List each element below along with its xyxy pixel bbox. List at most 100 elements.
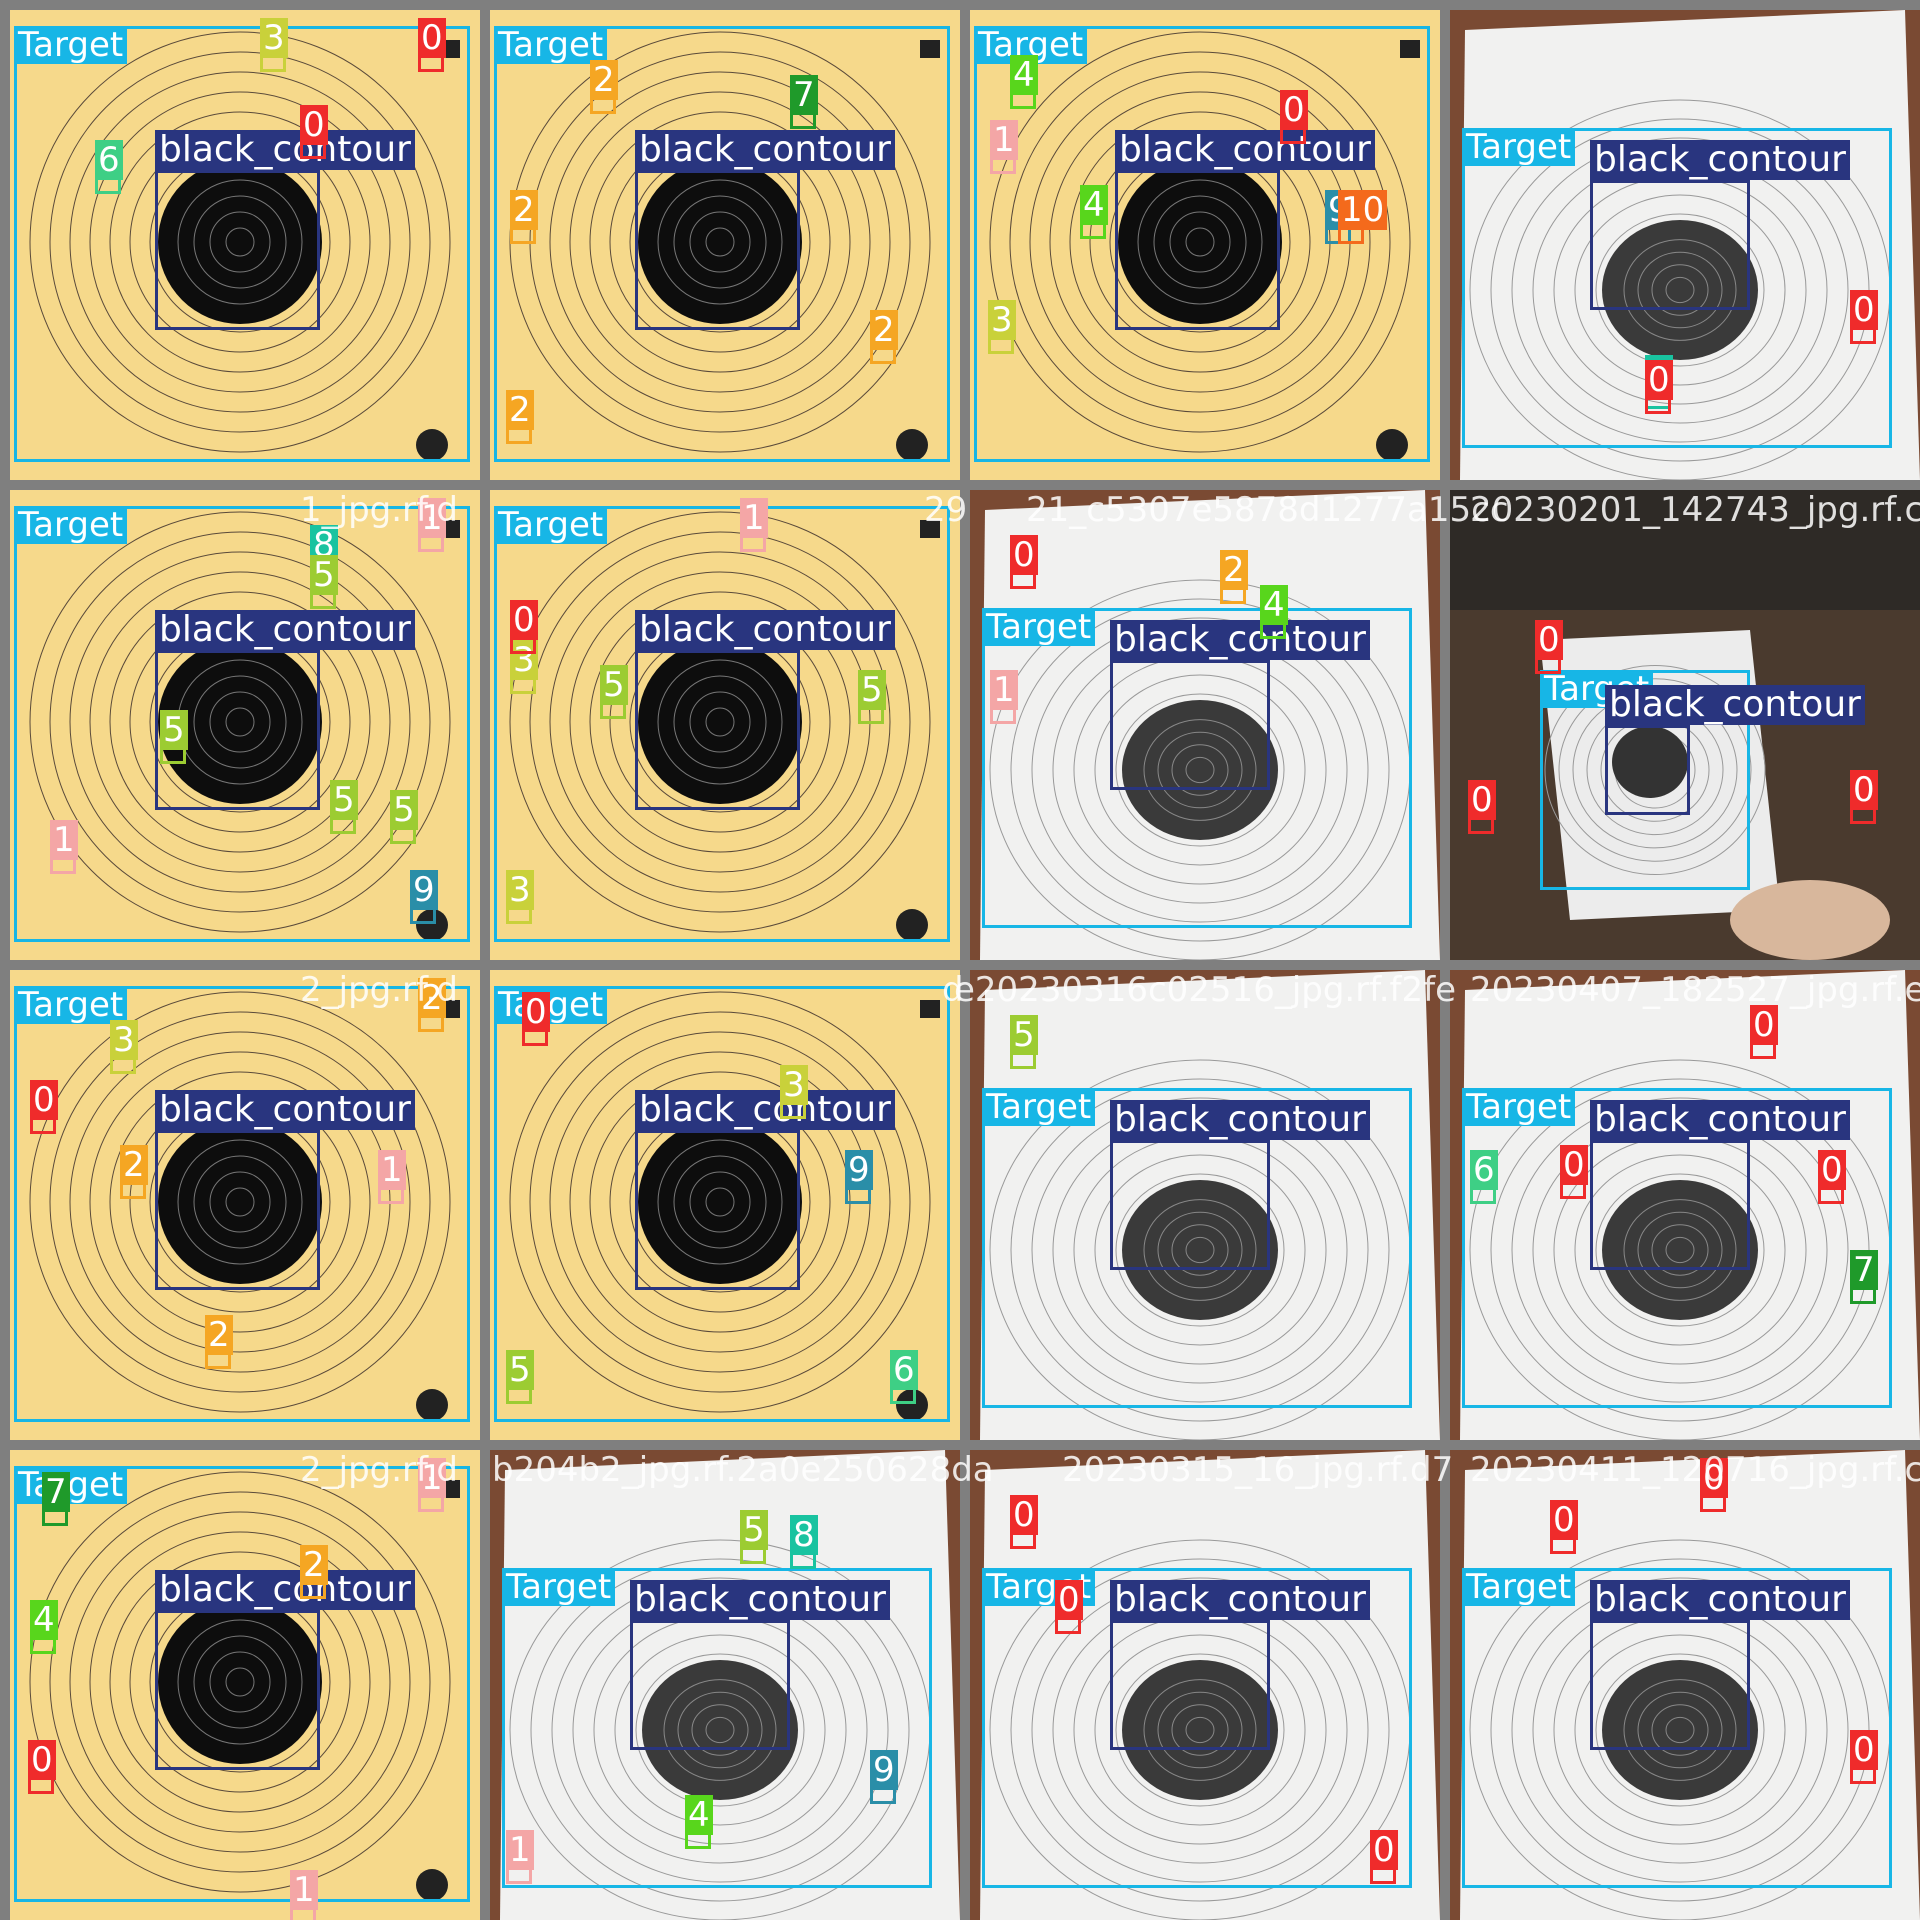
black-contour-bbox bbox=[155, 650, 320, 810]
hole-score-label: 0 bbox=[28, 1740, 56, 1780]
hole-score-label: 0 bbox=[1468, 780, 1496, 820]
hole-score-label: 2 bbox=[300, 1545, 328, 1585]
black-contour-bbox bbox=[1115, 170, 1280, 330]
hole-score-label: 0 bbox=[522, 992, 550, 1032]
hole-score-label: 1 bbox=[378, 1150, 406, 1190]
hole-score-label: 2 bbox=[418, 978, 446, 1018]
hole-score-label: 1 bbox=[506, 1830, 534, 1870]
hole-score-label: 0 bbox=[1010, 1495, 1038, 1535]
target-sheet-image bbox=[970, 10, 1440, 480]
target-label: Target bbox=[14, 986, 128, 1024]
hole-score-label: 0 bbox=[1055, 1580, 1083, 1620]
target-label: Target bbox=[494, 986, 608, 1024]
hole-score-label: 5 bbox=[310, 555, 338, 595]
hole-score-label: 9 bbox=[845, 1150, 873, 1190]
tile-1: Target black_contour 2 2 2 7 2 bbox=[490, 10, 960, 480]
black-contour-label: black_contour bbox=[1590, 1100, 1850, 1140]
hole-score-label: 1 bbox=[290, 1870, 318, 1910]
hole-score-label: 4 bbox=[1010, 55, 1038, 95]
image-filename-label: b204b2_jpg.rf.2a0e250628da bbox=[492, 1450, 994, 1490]
hole-score-label: 10 bbox=[1338, 190, 1388, 230]
hole-score-label: 4 bbox=[1080, 185, 1108, 225]
hole-score-label: 2 bbox=[506, 390, 534, 430]
hole-score-label: 0 bbox=[1700, 1458, 1728, 1498]
tile-10: Target black_contour 5 bbox=[970, 970, 1440, 1440]
target-bbox bbox=[494, 26, 950, 462]
target-bbox bbox=[502, 1568, 932, 1888]
target-label: Target bbox=[1462, 1568, 1576, 1606]
hole-score-label: 1 bbox=[990, 670, 1018, 710]
hole-score-label: 4 bbox=[685, 1795, 713, 1835]
image-filename-label: 2_jpg.rf.d bbox=[300, 970, 458, 1010]
image-filename-label: 1_jpg.rf.d bbox=[300, 490, 458, 530]
target-sheet-image bbox=[490, 1450, 960, 1920]
black-contour-bbox bbox=[635, 170, 800, 330]
target-bbox bbox=[14, 1466, 470, 1902]
black-contour-label: black_contour bbox=[1115, 130, 1375, 170]
black-contour-bbox bbox=[630, 1620, 790, 1750]
target-sheet-image bbox=[1450, 10, 1920, 480]
hole-score-label: 3 bbox=[988, 300, 1016, 340]
black-contour-bbox bbox=[635, 1130, 800, 1290]
black-contour-label: black_contour bbox=[1110, 1100, 1370, 1140]
target-sheet-image bbox=[10, 970, 480, 1440]
target-label: Target bbox=[982, 1088, 1096, 1126]
target-sheet-image bbox=[10, 1450, 480, 1920]
hole-score-label: 0 bbox=[30, 1080, 58, 1120]
hole-score-label: 0 bbox=[418, 18, 446, 58]
target-label: Target bbox=[14, 506, 128, 544]
target-label: Target bbox=[502, 1568, 616, 1606]
image-filename-label: 2_jpg.rf.d bbox=[300, 1450, 458, 1490]
hole-score-label: 1 bbox=[740, 498, 768, 538]
black-contour-label: black_contour bbox=[1110, 1580, 1370, 1620]
target-label: Target bbox=[1462, 128, 1576, 166]
image-filename-label: e20230316c02516_jpg.rf.f2fe bbox=[954, 970, 1457, 1010]
hole-score-label: 5 bbox=[506, 1350, 534, 1390]
image-filename-label: 21_c5307e5878d1277a15cc bbox=[1026, 490, 1509, 530]
image-filename-label: 20230201_142743_jpg.rf.c4 bbox=[1470, 490, 1920, 530]
black-contour-label: black_contour bbox=[630, 1580, 890, 1620]
target-label: Target bbox=[982, 608, 1096, 646]
image-filename-label: 20230407_182527_jpg.rf.e4 bbox=[1470, 970, 1920, 1010]
target-label: Target bbox=[974, 26, 1088, 64]
target-sheet-image bbox=[1450, 1450, 1920, 1920]
black-contour-bbox bbox=[155, 1610, 320, 1770]
hole-score-label: 3 bbox=[506, 870, 534, 910]
hole-score-label: 9 bbox=[410, 870, 438, 910]
hole-score-label: 5 bbox=[600, 665, 628, 705]
hole-score-label: 5 bbox=[390, 790, 418, 830]
black-contour-label: black_contour bbox=[155, 610, 415, 650]
black-contour-label: black_contour bbox=[1590, 1580, 1850, 1620]
hole-score-label: 1 bbox=[50, 820, 78, 860]
target-sheet-image bbox=[1450, 970, 1920, 1440]
target-label: Target bbox=[494, 506, 608, 544]
black-contour-bbox bbox=[1110, 1140, 1270, 1270]
black-contour-bbox bbox=[1110, 1620, 1270, 1750]
hole-score-label: 0 bbox=[1370, 1830, 1398, 1870]
hole-score-label: 0 bbox=[1550, 1500, 1578, 1540]
target-bbox bbox=[982, 1568, 1412, 1888]
target-bbox bbox=[494, 506, 950, 942]
hole-score-label: 2 bbox=[870, 310, 898, 350]
black-contour-label: black_contour bbox=[635, 610, 895, 650]
hole-score-label: 6 bbox=[95, 140, 123, 180]
black-contour-label: black_contour bbox=[155, 1570, 415, 1610]
hole-score-label: 5 bbox=[858, 670, 886, 710]
tile-6: Target black_contour 0 1 2 4 bbox=[970, 490, 1440, 960]
target-bbox bbox=[1462, 1568, 1892, 1888]
tile-5: Target black_contour 3 1 3 5 5 0 bbox=[490, 490, 960, 960]
hole-score-label: 0 bbox=[1010, 535, 1038, 575]
tile-13: Target black_contour 1 4 5 8 9 bbox=[490, 1450, 960, 1920]
target-bbox bbox=[14, 506, 470, 942]
hole-score-label: 2 bbox=[205, 1315, 233, 1355]
tile-4: Target black_contour 1 9 8 5 5 5 5 1 bbox=[10, 490, 480, 960]
hole-score-label: 2 bbox=[1220, 550, 1248, 590]
tile-12: Target black_contour 1 0 4 2 7 1 bbox=[10, 1450, 480, 1920]
hole-score-label: 3 bbox=[260, 18, 288, 58]
black-contour-bbox bbox=[155, 1130, 320, 1290]
hole-score-label: 6 bbox=[1470, 1150, 1498, 1190]
tile-8: Target black_contour 2 2 3 1 2 0 bbox=[10, 970, 480, 1440]
tile-9: Target black_contour 5 6 9 3 0 bbox=[490, 970, 960, 1440]
hole-score-label: 3 bbox=[780, 1065, 808, 1105]
